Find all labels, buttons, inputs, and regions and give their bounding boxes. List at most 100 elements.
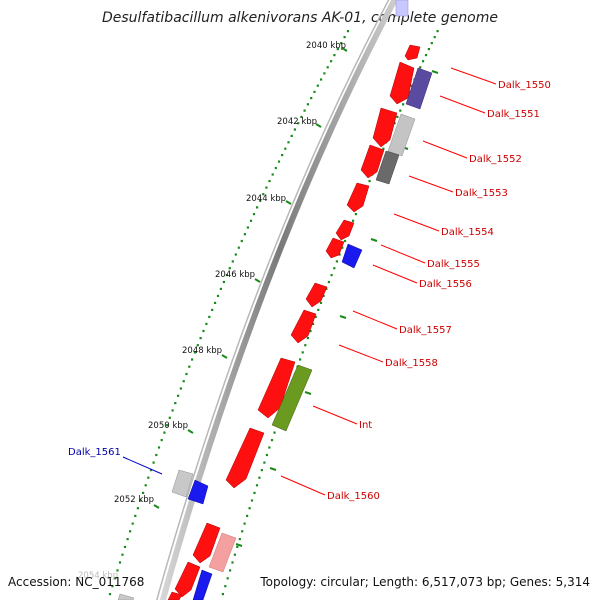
- scale-dot: [263, 461, 266, 464]
- gene-box[interactable]: [192, 569, 213, 600]
- gene-label[interactable]: Dalk_1555: [427, 259, 480, 270]
- scale-dot: [338, 253, 341, 256]
- gene-arrow[interactable]: [325, 237, 345, 259]
- scale-dot: [293, 128, 296, 131]
- scale-dot: [226, 577, 229, 580]
- gene-label[interactable]: Dalk_1561: [68, 447, 121, 458]
- scale-dot: [313, 90, 316, 93]
- gene-label[interactable]: Dalk_1556: [419, 279, 472, 290]
- leader-line: [408, 175, 454, 193]
- leader-line: [422, 140, 468, 159]
- scale-dot: [301, 351, 304, 354]
- gene-arrow[interactable]: [335, 219, 355, 241]
- scale-dot: [177, 394, 180, 397]
- scale-dot: [149, 469, 153, 472]
- gene-arrow[interactable]: [372, 107, 398, 148]
- scale-dot: [238, 538, 241, 541]
- scale-dot: [306, 337, 309, 340]
- gene-arrow[interactable]: [225, 427, 265, 489]
- inner-ticks: [235, 70, 439, 547]
- scale-label: 2040 kbp: [306, 41, 346, 51]
- scale-label: 2054 kbp: [78, 571, 118, 581]
- scale-dot: [262, 193, 265, 196]
- scale-dot: [310, 97, 313, 100]
- label-leaders: [122, 67, 497, 496]
- gene-box[interactable]: [395, 0, 409, 17]
- gene-arrow[interactable]: [174, 561, 201, 598]
- scale-dot: [312, 322, 315, 325]
- gene-label[interactable]: Dalk_1553: [455, 188, 508, 199]
- scale-dot: [225, 274, 228, 277]
- gene-box[interactable]: [117, 593, 135, 600]
- inner-tick: [235, 543, 243, 547]
- scale-dot: [231, 561, 234, 564]
- gene-arrow[interactable]: [346, 182, 370, 213]
- gene-box[interactable]: [271, 364, 313, 432]
- scale-dot: [208, 315, 211, 318]
- gene-arrow[interactable]: [404, 44, 421, 61]
- gene-label[interactable]: Dalk_1557: [399, 325, 452, 336]
- gene-box[interactable]: [187, 479, 209, 505]
- scale-dot: [144, 484, 147, 487]
- scale-label: 2046 kbp: [215, 270, 255, 280]
- scale-dot: [142, 491, 145, 494]
- scale-dot: [368, 180, 371, 183]
- scale-label: 2042 kbp: [277, 117, 317, 127]
- scale-dot: [246, 514, 249, 517]
- gene-arrow[interactable]: [389, 61, 415, 105]
- scale-dot: [424, 54, 428, 57]
- gene-label[interactable]: Int: [359, 420, 372, 431]
- gene-arrow[interactable]: [360, 144, 385, 179]
- gene-box[interactable]: [387, 113, 416, 157]
- scale-dot: [314, 315, 317, 318]
- scale-dot: [131, 522, 134, 525]
- scale-dot: [249, 219, 253, 222]
- gene-box[interactable]: [405, 67, 433, 110]
- scale-dot: [327, 280, 330, 284]
- scale-dot: [309, 329, 312, 333]
- gene-arrow[interactable]: [257, 357, 296, 419]
- scale-dot: [219, 287, 222, 290]
- scale-ticks: 2040 kbp 2042 kbp 2044 kbp 2046 kbp 2048…: [78, 41, 348, 581]
- gene-label[interactable]: Dalk_1552: [469, 154, 522, 165]
- scale-dot: [316, 84, 319, 87]
- gene-box[interactable]: [171, 469, 194, 498]
- scale-dot: [113, 577, 117, 580]
- gene-arrow[interactable]: [305, 282, 328, 308]
- scale-dot: [326, 66, 329, 69]
- gene-arrow[interactable]: [167, 591, 183, 600]
- gene-label[interactable]: Dalk_1560: [327, 491, 380, 502]
- genome-backbone: [159, 0, 399, 600]
- gene-arrow[interactable]: [290, 309, 317, 344]
- gene-label[interactable]: Dalk_1550: [498, 80, 551, 91]
- scale-dot: [422, 60, 425, 63]
- scale-dot: [265, 186, 268, 189]
- scale-dot: [333, 267, 336, 270]
- gene-box[interactable]: [375, 150, 400, 185]
- gene-box[interactable]: [208, 532, 237, 573]
- forward-strand-genes: [167, 44, 421, 600]
- scale-dot: [335, 260, 338, 263]
- scale-dot: [265, 453, 268, 457]
- scale-dot: [234, 253, 237, 256]
- gene-arrow[interactable]: [192, 522, 221, 564]
- scale-dot: [163, 431, 166, 434]
- gene-label[interactable]: Dalk_1551: [487, 109, 540, 120]
- scale-dot: [306, 103, 309, 106]
- scale-dot: [256, 206, 259, 209]
- scale-dot: [399, 109, 402, 112]
- scale-dot: [260, 469, 263, 472]
- scale-dot: [171, 409, 174, 412]
- scale-dot: [270, 439, 274, 442]
- gene-label[interactable]: Dalk_1558: [385, 358, 438, 369]
- inner-tick: [269, 467, 277, 471]
- scale-dot: [330, 274, 333, 277]
- gene-box[interactable]: [341, 243, 363, 269]
- gene-label[interactable]: Dalk_1554: [441, 227, 494, 238]
- scale-dot: [224, 585, 227, 588]
- scale-label: 2050 kbp: [148, 421, 188, 431]
- scale-dot: [243, 233, 246, 236]
- scale-dot: [253, 491, 256, 494]
- scale-dot: [287, 141, 290, 144]
- scale-dot: [228, 267, 231, 270]
